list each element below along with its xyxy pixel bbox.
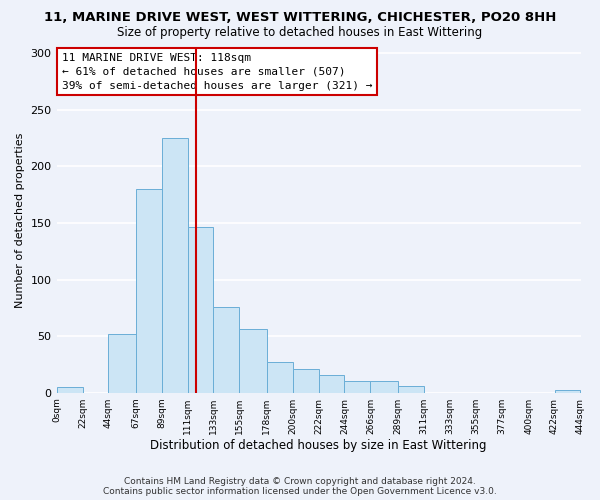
- Bar: [136, 189, 161, 392]
- Bar: [344, 382, 370, 392]
- Bar: [239, 330, 266, 392]
- Bar: [319, 374, 344, 392]
- Bar: [398, 386, 424, 392]
- Bar: [554, 390, 580, 392]
- Bar: [370, 382, 398, 392]
- Bar: [188, 228, 214, 392]
- Y-axis label: Number of detached properties: Number of detached properties: [15, 132, 25, 308]
- Text: Contains public sector information licensed under the Open Government Licence v3: Contains public sector information licen…: [103, 487, 497, 496]
- Text: Size of property relative to detached houses in East Wittering: Size of property relative to detached ho…: [118, 26, 482, 39]
- Bar: [214, 306, 239, 392]
- Text: Contains HM Land Registry data © Crown copyright and database right 2024.: Contains HM Land Registry data © Crown c…: [124, 477, 476, 486]
- Text: 11 MARINE DRIVE WEST: 118sqm
← 61% of detached houses are smaller (507)
39% of s: 11 MARINE DRIVE WEST: 118sqm ← 61% of de…: [62, 52, 372, 90]
- Text: 11, MARINE DRIVE WEST, WEST WITTERING, CHICHESTER, PO20 8HH: 11, MARINE DRIVE WEST, WEST WITTERING, C…: [44, 11, 556, 24]
- Bar: [109, 334, 136, 392]
- X-axis label: Distribution of detached houses by size in East Wittering: Distribution of detached houses by size …: [150, 440, 487, 452]
- Bar: [161, 138, 188, 392]
- Bar: [293, 369, 319, 392]
- Bar: [56, 387, 83, 392]
- Bar: [266, 362, 293, 392]
